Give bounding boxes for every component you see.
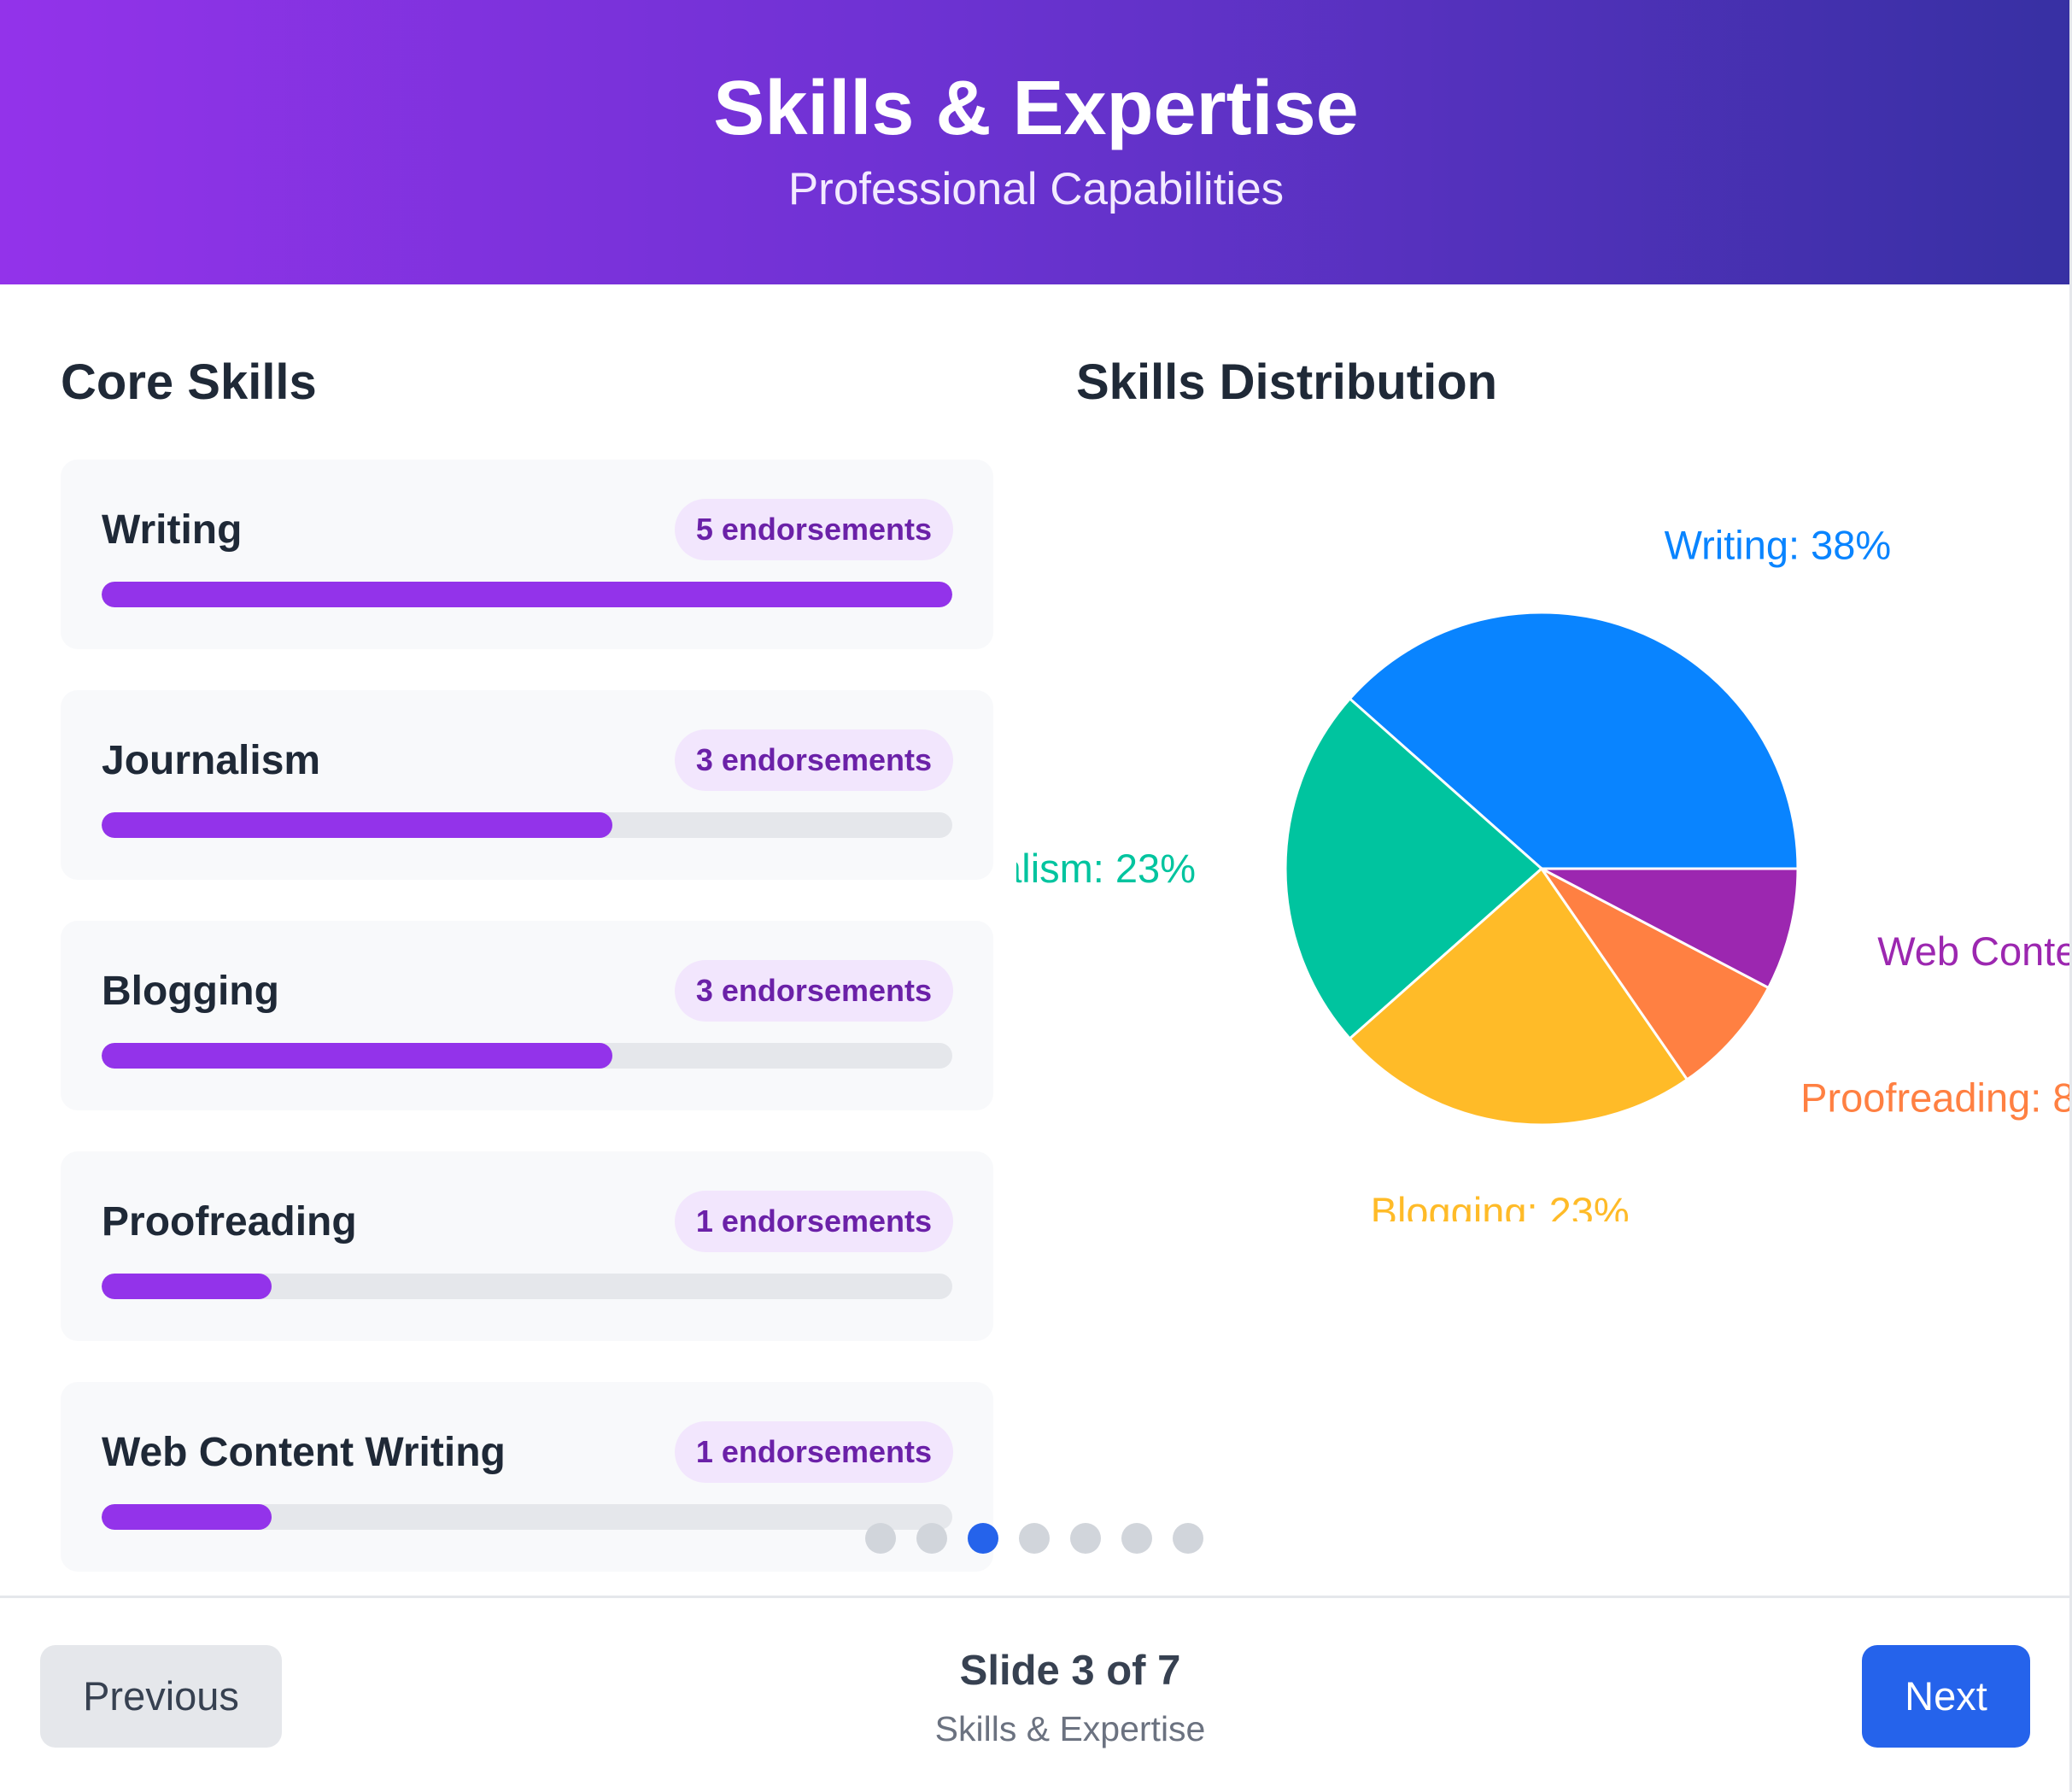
- slide-name: Skills & Expertise: [934, 1709, 1206, 1748]
- pie-label-journalism: Journalism: 23%: [1016, 846, 1196, 891]
- slide-footer: Previous Slide 3 of 7 Skills & Expertise…: [0, 1596, 2069, 1792]
- carousel-dot[interactable]: [1121, 1523, 1152, 1554]
- carousel-dot[interactable]: [865, 1523, 896, 1554]
- pie-label-blogging: Blogging: 23%: [1371, 1189, 1630, 1221]
- next-button[interactable]: Next: [1862, 1645, 2030, 1748]
- pie-slice-blogging: [1348, 866, 1689, 1127]
- carousel-dots: [865, 1523, 1224, 1554]
- skill-progress-fill: [102, 1043, 612, 1069]
- carousel-dot[interactable]: [1070, 1523, 1101, 1554]
- skill-progress-fill: [102, 1504, 272, 1530]
- pie-slice-writing: [1348, 611, 1800, 870]
- carousel-dot[interactable]: [1019, 1523, 1050, 1554]
- previous-button[interactable]: Previous: [40, 1645, 282, 1748]
- skill-name: Blogging: [102, 969, 279, 1014]
- pie-slice-journalism: [1284, 696, 1544, 1041]
- skill-name: Proofreading: [102, 1199, 357, 1244]
- skill-name: Journalism: [102, 738, 321, 783]
- skill-card: Writing 5 endorsements: [61, 460, 993, 649]
- skill-progress-track: [102, 1504, 952, 1530]
- endorsement-badge: 1 endorsements: [674, 1421, 953, 1483]
- skills-distribution-heading: Skills Distribution: [1076, 354, 1498, 410]
- skill-card: Blogging 3 endorsements: [61, 921, 993, 1110]
- endorsement-badge: 5 endorsements: [674, 499, 953, 560]
- skill-progress-track: [102, 1274, 952, 1299]
- page-title: Skills & Expertise: [713, 66, 1359, 151]
- skill-progress-track: [102, 812, 952, 838]
- skill-card: Journalism 3 endorsements: [61, 690, 993, 880]
- skill-progress-fill: [102, 812, 612, 838]
- endorsement-badge: 1 endorsements: [674, 1191, 953, 1252]
- pie-label-writing: Writing: 38%: [1665, 522, 1892, 567]
- skill-progress-fill: [102, 582, 952, 607]
- skill-name: Web Content Writing: [102, 1430, 506, 1475]
- page-subtitle: Professional Capabilities: [787, 164, 1285, 214]
- endorsement-badge: 3 endorsements: [674, 729, 953, 791]
- skill-card: Proofreading 1 endorsements: [61, 1151, 993, 1341]
- skill-progress-track: [102, 1043, 952, 1069]
- carousel-dot[interactable]: [916, 1523, 947, 1554]
- carousel-dot[interactable]: [968, 1523, 998, 1554]
- core-skills-heading: Core Skills: [61, 354, 317, 410]
- pie-label-proofreading: Proofreading: 8%: [1800, 1075, 2072, 1121]
- endorsement-badge: 3 endorsements: [674, 960, 953, 1022]
- pie-slice-web-content-writing: [1541, 867, 1800, 990]
- carousel-dot[interactable]: [1173, 1523, 1203, 1554]
- slide-counter: Slide 3 of 7: [959, 1648, 1181, 1694]
- skills-pie-chart: Writing: 38% Journalism: 23% Blogging: 23%…: [1016, 453, 2072, 1221]
- skill-progress-track: [102, 582, 952, 607]
- pie-slice-proofreading: [1540, 867, 1771, 1081]
- pie-chart-svg: Writing: 38% Journalism: 23% Blogging: 23%…: [1016, 522, 2072, 1221]
- pie-label-web-content-writing: Web Content Writing: 8%: [1877, 928, 2072, 974]
- slide-header: Skills & Expertise Professional Capabili…: [0, 0, 2069, 284]
- skill-progress-fill: [102, 1274, 272, 1299]
- skill-name: Writing: [102, 507, 243, 553]
- skill-card: Web Content Writing 1 endorsements: [61, 1382, 993, 1572]
